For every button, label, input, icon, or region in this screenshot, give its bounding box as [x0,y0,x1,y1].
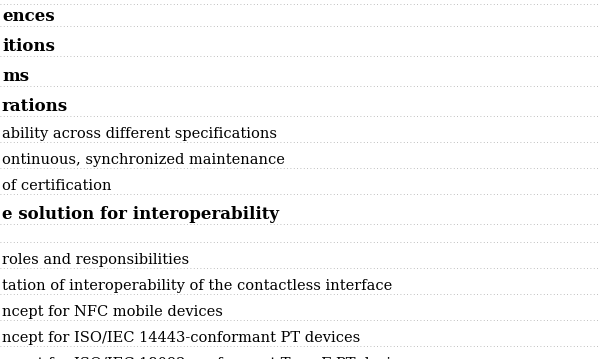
Text: rations: rations [2,98,68,115]
Text: ences: ences [2,8,55,25]
Text: ability across different specifications: ability across different specifications [2,127,277,141]
Text: e solution for interoperability: e solution for interoperability [2,206,279,223]
Text: ncept for NFC mobile devices: ncept for NFC mobile devices [2,305,223,319]
Text: ncept for ISO/IEC 18092-conformant Type F PT devices: ncept for ISO/IEC 18092-conformant Type … [2,357,416,359]
Text: ontinuous, synchronized maintenance: ontinuous, synchronized maintenance [2,153,285,167]
Text: ncept for ISO/IEC 14443-conformant PT devices: ncept for ISO/IEC 14443-conformant PT de… [2,331,360,345]
Text: of certification: of certification [2,179,112,193]
Text: roles and responsibilities: roles and responsibilities [2,253,189,267]
Text: tation of interoperability of the contactless interface: tation of interoperability of the contac… [2,279,392,293]
Text: ms: ms [2,68,29,85]
Text: itions: itions [2,38,55,55]
